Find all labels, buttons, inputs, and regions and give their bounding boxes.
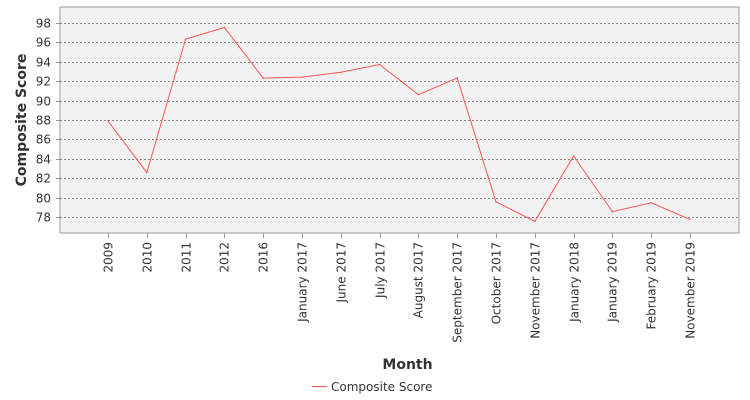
series-line-0 — [107, 26, 691, 222]
x-tick-label-15: November 2019 — [684, 242, 698, 339]
x-tick-label-6: June 2017 — [335, 242, 349, 304]
y-tick-label-96: 96 — [36, 36, 51, 50]
y-tick-label-78: 78 — [36, 211, 51, 225]
data-point-0-15 — [689, 218, 691, 221]
data-point-0-13 — [611, 210, 614, 213]
y-tick-label-82: 82 — [36, 172, 51, 186]
y-axis: 78 80 82 84 86 88 90 92 94 96 98 — [36, 17, 60, 225]
data-point-0-5 — [301, 76, 303, 78]
y-tick-label-80: 80 — [36, 192, 51, 206]
x-tick-label-7: July 2017 — [374, 242, 388, 299]
data-point-0-7 — [378, 63, 381, 66]
data-point-0-2 — [184, 38, 187, 40]
data-point-0-12 — [572, 155, 575, 157]
x-axis-title: Month — [382, 357, 432, 373]
x-axis: 2009 2010 2011 2012 2016 January 2017 June 201… — [102, 233, 698, 343]
y-tick-label-90: 90 — [36, 95, 51, 109]
data-point-0-6 — [340, 71, 342, 74]
legend-label-composite-score: Composite Score — [331, 380, 432, 394]
data-point-0-8 — [417, 93, 420, 96]
x-tick-label-4: 2016 — [257, 242, 271, 273]
x-tick-label-12: January 2018 — [568, 242, 582, 323]
x-tick-label-11: November 2017 — [529, 242, 543, 339]
y-tick-label-88: 88 — [36, 114, 51, 128]
data-point-0-1 — [146, 171, 148, 174]
y-tick-label-86: 86 — [36, 133, 51, 147]
x-tick-label-8: August 2017 — [412, 242, 426, 318]
plot-area — [59, 6, 740, 234]
data-point-0-4 — [262, 77, 265, 79]
x-tick-label-14: February 2019 — [645, 242, 659, 330]
y-axis-title: Composite Score — [14, 54, 30, 187]
x-tick-label-9: September 2017 — [451, 242, 465, 343]
grid-lines — [60, 23, 739, 218]
series-layer — [107, 26, 691, 223]
data-point-0-9 — [456, 77, 459, 79]
data-point-0-10 — [495, 201, 497, 203]
x-tick-label-0: 2009 — [102, 242, 116, 273]
x-tick-label-10: October 2017 — [490, 242, 504, 324]
y-tick-label-92: 92 — [36, 75, 51, 89]
y-tick-label-98: 98 — [36, 17, 51, 31]
x-tick-label-13: January 2019 — [606, 242, 620, 323]
y-tick-label-84: 84 — [36, 153, 51, 167]
legend: Composite Score — [312, 380, 432, 394]
data-point-0-0 — [107, 120, 109, 122]
x-tick-label-1: 2010 — [141, 242, 155, 273]
y-tick-label-94: 94 — [36, 56, 51, 70]
x-tick-label-3: 2012 — [218, 242, 232, 273]
x-tick-label-2: 2011 — [180, 242, 194, 273]
data-point-0-14 — [650, 202, 652, 204]
data-point-0-3 — [223, 26, 226, 29]
x-tick-label-5: January 2017 — [296, 242, 310, 323]
data-point-0-11 — [534, 220, 536, 223]
